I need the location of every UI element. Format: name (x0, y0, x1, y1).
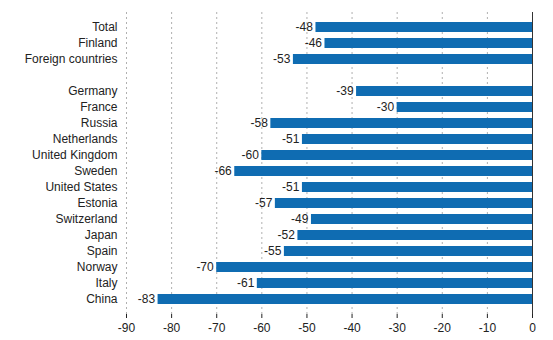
svg-text:-40: -40 (343, 321, 361, 335)
svg-text:Sweden: Sweden (74, 164, 117, 178)
svg-text:-60: -60 (241, 148, 259, 162)
svg-text:-70: -70 (208, 321, 226, 335)
svg-text:-46: -46 (305, 36, 323, 50)
svg-text:-61: -61 (237, 276, 255, 290)
svg-text:-60: -60 (253, 321, 271, 335)
svg-text:-58: -58 (251, 116, 269, 130)
svg-text:Norway: Norway (77, 260, 118, 274)
svg-text:Finland: Finland (78, 36, 117, 50)
svg-text:-30: -30 (388, 321, 406, 335)
svg-text:Japan: Japan (85, 228, 118, 242)
svg-text:-30: -30 (377, 100, 395, 114)
svg-text:Italy: Italy (95, 276, 117, 290)
svg-text:Russia: Russia (81, 116, 118, 130)
svg-text:Total: Total (92, 20, 117, 34)
svg-text:-80: -80 (163, 321, 181, 335)
svg-text:United States: United States (45, 180, 117, 194)
svg-text:-55: -55 (264, 244, 282, 258)
svg-text:-57: -57 (255, 196, 273, 210)
svg-text:-52: -52 (278, 228, 296, 242)
svg-text:-53: -53 (273, 52, 291, 66)
svg-text:Netherlands: Netherlands (53, 132, 118, 146)
svg-text:-49: -49 (291, 212, 309, 226)
svg-text:-51: -51 (282, 180, 300, 194)
svg-text:France: France (80, 100, 118, 114)
svg-text:-39: -39 (336, 84, 354, 98)
svg-text:-10: -10 (479, 321, 497, 335)
svg-text:Switzerland: Switzerland (55, 212, 117, 226)
svg-text:-70: -70 (196, 260, 214, 274)
svg-text:-90: -90 (118, 321, 136, 335)
svg-text:-66: -66 (214, 164, 232, 178)
svg-text:-20: -20 (434, 321, 452, 335)
svg-text:0: 0 (529, 321, 536, 335)
svg-text:-51: -51 (282, 132, 300, 146)
svg-text:Spain: Spain (87, 244, 118, 258)
svg-text:Germany: Germany (68, 84, 117, 98)
svg-text:United Kingdom: United Kingdom (32, 148, 117, 162)
svg-text:-83: -83 (138, 292, 156, 306)
svg-text:-50: -50 (298, 321, 316, 335)
svg-text:-48: -48 (296, 20, 314, 34)
svg-text:Estonia: Estonia (77, 196, 117, 210)
svg-text:Foreign countries: Foreign countries (25, 52, 118, 66)
svg-text:China: China (86, 292, 118, 306)
